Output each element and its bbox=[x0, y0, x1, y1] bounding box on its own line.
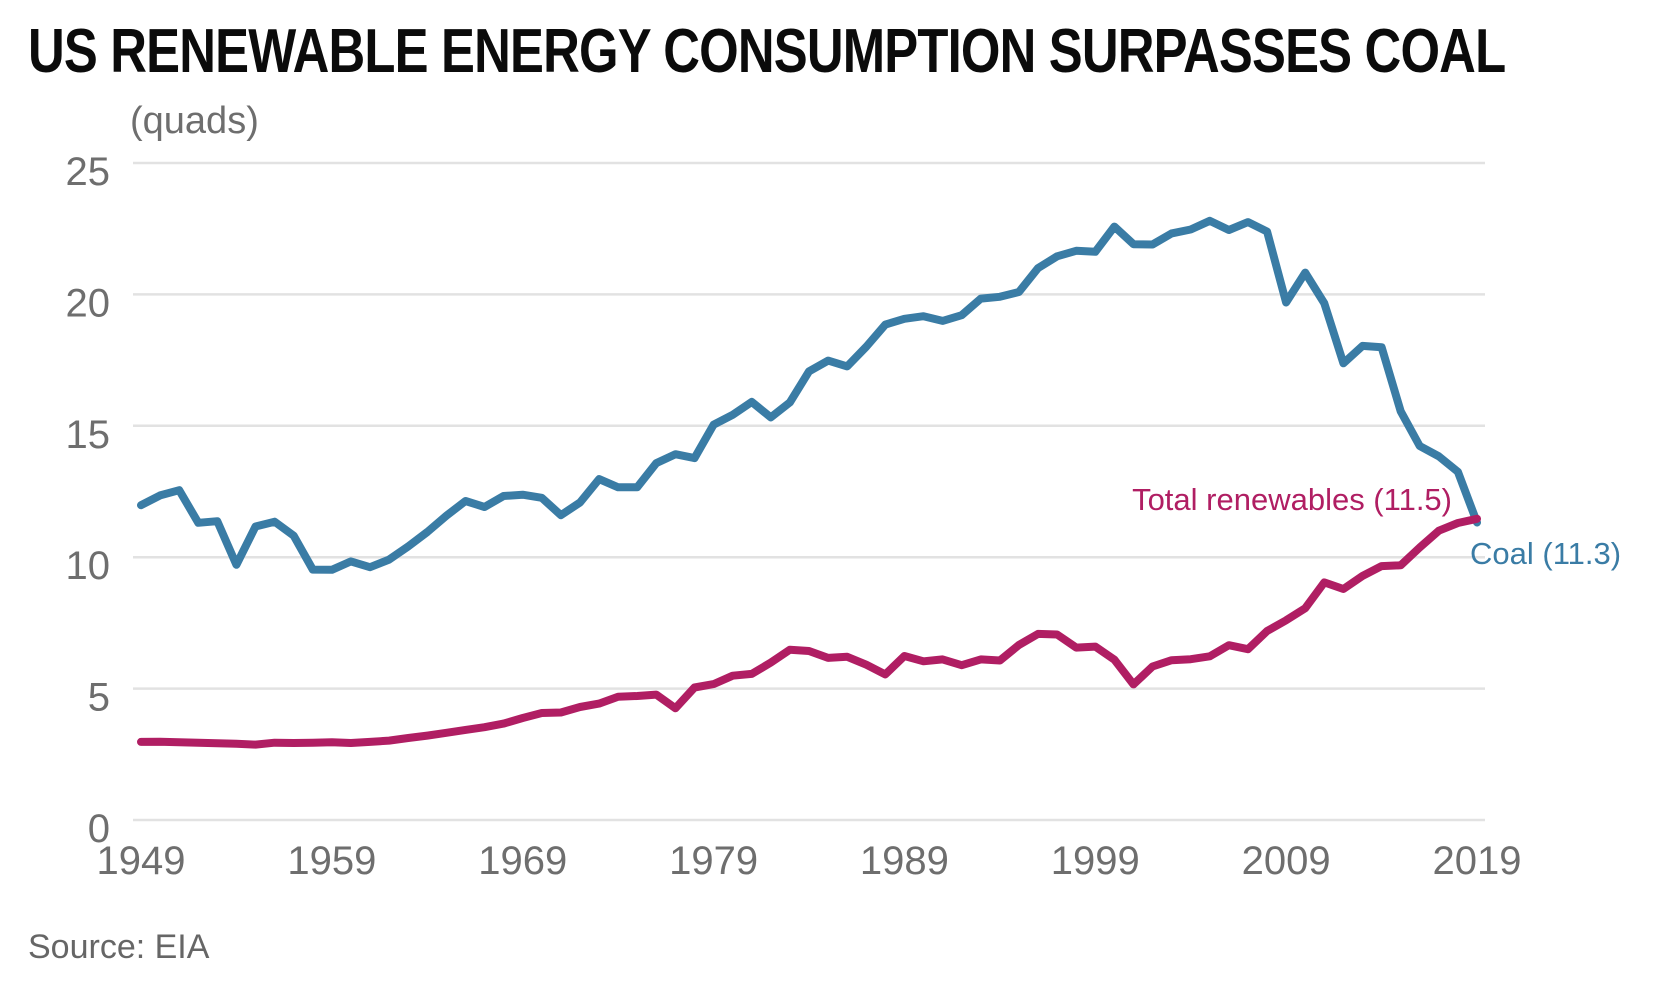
series-layer bbox=[137, 216, 1481, 749]
x-tick-label-1969: 1969 bbox=[478, 839, 567, 883]
tick-layer: 0 5 10 15 20 25 1949 1959 1969 1979 1989 1999 2009 20… bbox=[66, 150, 1522, 883]
x-tick-label-2019: 2019 bbox=[1433, 839, 1522, 883]
x-tick-label-1949: 1949 bbox=[97, 839, 186, 883]
x-tick-label-2009: 2009 bbox=[1242, 839, 1331, 883]
x-tick-label-1979: 1979 bbox=[669, 839, 758, 883]
chart-title: US RENEWABLE ENERGY CONSUMPTION SURPASSE… bbox=[28, 17, 1506, 86]
y-tick-label-5: 5 bbox=[88, 676, 110, 720]
x-tick-label-1959: 1959 bbox=[287, 839, 376, 883]
y-tick-label-20: 20 bbox=[66, 281, 111, 325]
series-line-total-renewables bbox=[137, 514, 1481, 749]
y-tick-label-25: 25 bbox=[66, 150, 111, 194]
y-tick-label-10: 10 bbox=[66, 544, 111, 588]
series-line-coal bbox=[137, 216, 1481, 574]
x-tick-label-1989: 1989 bbox=[860, 839, 949, 883]
y-tick-label-15: 15 bbox=[66, 413, 111, 457]
grid-layer bbox=[133, 161, 1485, 822]
series-label-coal: Coal (11.3) bbox=[1470, 536, 1622, 571]
y-tick-label-0: 0 bbox=[88, 807, 110, 851]
y-axis-unit-label: (quads) bbox=[130, 100, 259, 142]
series-label-total-renewables: Total renewables (11.5) bbox=[1132, 482, 1452, 517]
source-note: Source: EIA bbox=[28, 928, 210, 966]
x-tick-label-1999: 1999 bbox=[1051, 839, 1140, 883]
